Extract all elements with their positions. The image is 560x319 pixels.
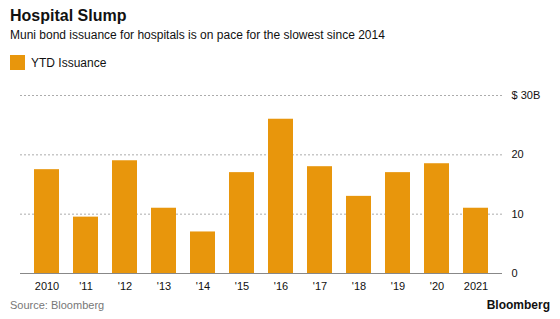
svg-text:2010: 2010 xyxy=(35,280,59,292)
svg-text:$ 30B: $ 30B xyxy=(512,89,541,101)
svg-text:'17: '17 xyxy=(313,280,327,292)
svg-text:'11: '11 xyxy=(79,280,93,292)
svg-text:'14: '14 xyxy=(196,280,210,292)
svg-text:10: 10 xyxy=(512,208,524,220)
html-text:Hospital Slump: Hospital Slump xyxy=(10,7,127,24)
svg-text:'20: '20 xyxy=(430,280,444,292)
svg-text:'16: '16 xyxy=(274,280,288,292)
html-text:YTD Issuance: YTD Issuance xyxy=(31,55,107,70)
svg-text:'19: '19 xyxy=(391,280,405,292)
html-text:Muni bond issuance for hospita: Muni bond issuance for hospitals is on p… xyxy=(10,28,385,42)
svg-text:'13: '13 xyxy=(157,280,171,292)
svg-text:2021: 2021 xyxy=(464,280,488,292)
svg-text:20: 20 xyxy=(512,148,524,160)
svg-text:'18: '18 xyxy=(352,280,366,292)
svg-text:'15: '15 xyxy=(235,280,249,292)
html-text:Bloomberg: Bloomberg xyxy=(486,298,550,312)
html-text:Source: Bloomberg: Source: Bloomberg xyxy=(10,299,105,311)
svg-text:0: 0 xyxy=(512,267,518,279)
svg-text:'12: '12 xyxy=(118,280,132,292)
